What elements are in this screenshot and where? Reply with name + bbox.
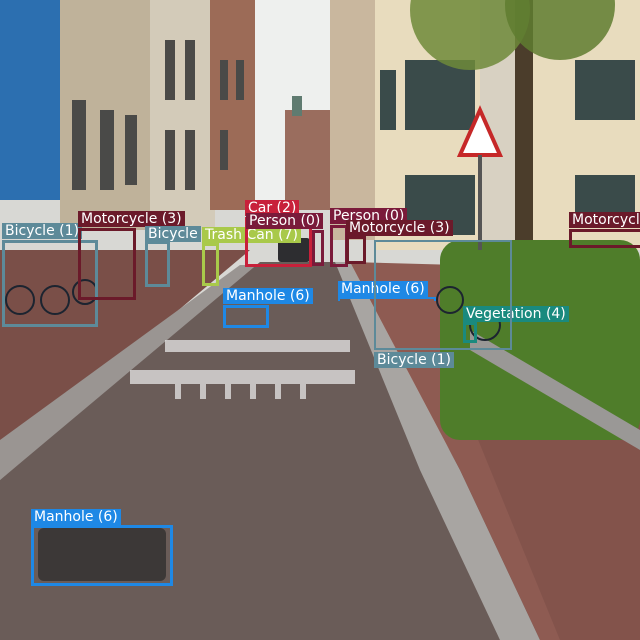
bbox-motorcycle-left: [78, 228, 136, 300]
bbox-label: Trash Can (7): [202, 227, 301, 243]
bbox-motorcycle-center: [346, 236, 366, 264]
tree-trunk: [515, 0, 533, 250]
bbox-motorcycle-right: [569, 229, 640, 248]
bbox-person-left: [312, 230, 324, 266]
bbox-label: Motorcycle: [569, 212, 640, 228]
bbox-vegetation: [463, 322, 477, 343]
car: [278, 238, 310, 262]
bbox-manhole-mid: [223, 305, 269, 328]
bbox-label: Bicycle: [145, 226, 201, 242]
bbox-label: Manhole (6): [223, 288, 313, 304]
bbox-label: Motorcycle (3): [346, 220, 453, 236]
bbox-trash-can: [202, 243, 219, 286]
hedge: [440, 240, 640, 440]
manhole-cover: [38, 528, 166, 581]
bbox-label: Manhole (6): [31, 509, 121, 525]
bbox-bicycle-center: [145, 241, 170, 287]
bbox-manhole-right: [338, 297, 436, 301]
bbox-label: Motorcycle (3): [78, 211, 185, 227]
bbox-label: Manhole (6): [338, 281, 428, 297]
bbox-label: Vegetation (4): [463, 306, 569, 322]
bbox-label: Car (2): [245, 200, 300, 216]
bbox-bicycle-left: [2, 240, 98, 327]
bbox-label: Person (0): [246, 213, 324, 229]
bbox-label: Bicycle (1): [2, 223, 82, 239]
bbox-label: Bicycle (1): [374, 352, 454, 368]
bbox-manhole-front: [31, 525, 173, 586]
scaffolding-net: [0, 0, 65, 200]
bbox-bicycle-right: [374, 240, 512, 350]
